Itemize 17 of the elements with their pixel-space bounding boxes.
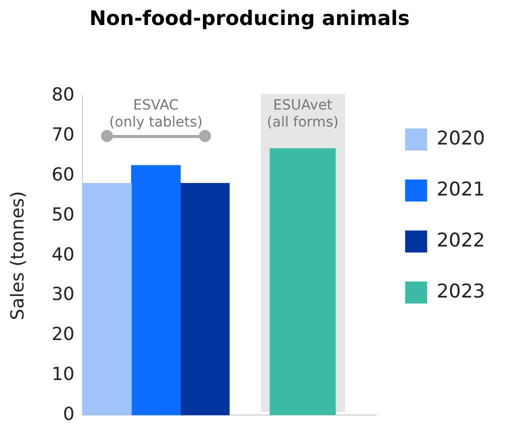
y-tick-label: 70: [52, 124, 75, 146]
annotation: ESVAC (only tablets): [109, 98, 203, 131]
legend-label: 2021: [436, 178, 486, 200]
legend-label: 2020: [436, 127, 486, 150]
y-axis-title: Sales (tonnes): [7, 191, 28, 320]
y-tick-label: 80: [52, 84, 75, 106]
legend-label: 2023: [436, 280, 486, 302]
y-tick-label: 30: [52, 284, 75, 306]
y-tick-label: 10: [52, 364, 75, 385]
y-tick-label: 40: [52, 244, 75, 266]
y-tick-label: 50: [52, 204, 75, 226]
y-tick-label: 20: [52, 324, 75, 346]
legend-label: 2022: [436, 229, 486, 252]
y-tick-label: 60: [52, 164, 75, 186]
chart-title: Non-food-producing animals: [89, 6, 410, 30]
y-tick-label: 0: [63, 404, 75, 425]
annotation: ESUAvet (all forms): [266, 98, 339, 131]
